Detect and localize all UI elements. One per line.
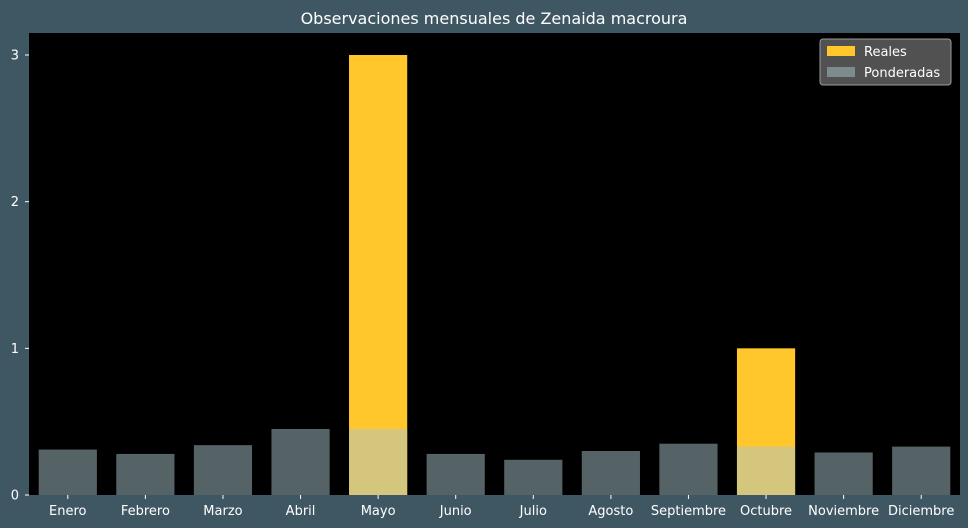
x-tick-label: Diciembre <box>888 504 954 519</box>
bar-ponderadas-diciembre <box>892 446 951 495</box>
bar-ponderadas-octubre <box>736 446 796 495</box>
bar-ponderadas-septiembre <box>659 443 718 495</box>
axes-layer: Enero Febrero Marzo Abril Mayo Junio Julio Agos… <box>11 49 955 520</box>
x-tick-label: Abril <box>286 504 316 519</box>
legend-label-ponderadas: Ponderadas <box>864 66 940 81</box>
bar-ponderadas-junio <box>426 453 485 495</box>
bar-ponderadas-mayo <box>349 429 408 495</box>
x-tick-label: Noviembre <box>808 504 879 519</box>
legend-swatch-ponderadas <box>827 67 855 77</box>
x-tick-label: Agosto <box>588 504 633 519</box>
x-tick-label: Septiembre <box>651 504 726 519</box>
legend-label-reales: Reales <box>864 45 907 60</box>
x-tick-label: Octubre <box>740 504 792 519</box>
y-tick-label: 0 <box>11 489 19 504</box>
plot-area <box>29 33 960 495</box>
bar-ponderadas-febrero <box>116 453 175 495</box>
bar-ponderadas-julio <box>504 459 563 495</box>
x-tick-label: Enero <box>49 504 87 519</box>
bar-ponderadas-noviembre <box>814 452 873 495</box>
legend: Reales Ponderadas <box>819 38 952 86</box>
bar-ponderadas-agosto <box>581 451 640 495</box>
x-tick-label: Mayo <box>361 504 396 519</box>
legend-swatch-reales <box>827 46 855 56</box>
bar-ponderadas-enero <box>38 449 97 495</box>
x-tick-label: Febrero <box>121 504 170 519</box>
x-tick-label: Junio <box>439 504 472 519</box>
x-tick-label: Julio <box>519 504 547 519</box>
chart-title: Observaciones mensuales de Zenaida macro… <box>301 9 688 28</box>
y-tick-label: 3 <box>11 49 19 64</box>
x-tick-label: Marzo <box>203 504 242 519</box>
bar-reales-mayo <box>349 55 408 495</box>
bar-ponderadas-abril <box>271 429 330 495</box>
y-tick-label: 2 <box>11 195 19 210</box>
y-tick-label: 1 <box>11 342 19 357</box>
bar-ponderadas-marzo <box>193 445 253 495</box>
bars-layer <box>38 55 951 495</box>
